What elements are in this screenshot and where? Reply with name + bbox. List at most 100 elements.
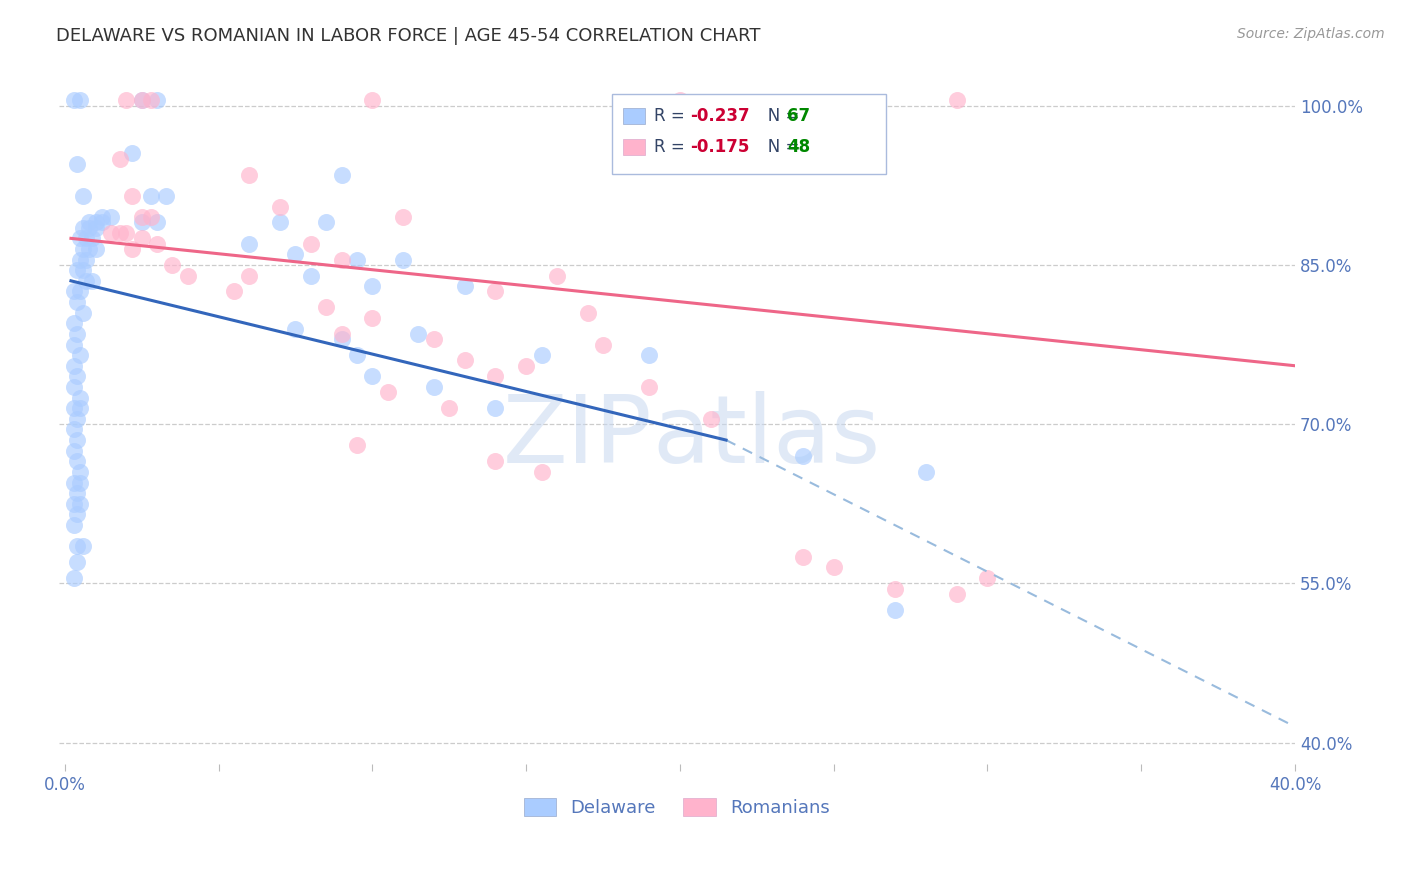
Point <box>392 252 415 267</box>
Point <box>139 189 162 203</box>
Point <box>792 549 814 564</box>
Point <box>915 465 938 479</box>
Point <box>121 189 143 203</box>
Point <box>346 348 368 362</box>
Point <box>63 94 86 108</box>
Point <box>63 571 86 585</box>
Point <box>63 518 86 533</box>
Point <box>284 321 307 335</box>
Point <box>72 539 94 553</box>
Point <box>177 268 200 283</box>
Point <box>330 168 353 182</box>
Point <box>484 285 506 299</box>
Point <box>84 242 107 256</box>
Point <box>484 454 506 468</box>
Point <box>238 268 260 283</box>
Point <box>63 443 86 458</box>
Point <box>131 215 153 229</box>
Point <box>66 157 89 171</box>
Point <box>63 475 86 490</box>
Point <box>72 306 94 320</box>
Point <box>75 231 97 245</box>
Point <box>884 582 907 596</box>
Point <box>131 94 153 108</box>
Text: atlas: atlas <box>652 391 880 483</box>
Point <box>361 369 384 384</box>
Point <box>72 220 94 235</box>
Point <box>146 94 169 108</box>
Text: R =: R = <box>654 138 690 156</box>
Point <box>63 497 86 511</box>
Point <box>69 348 91 362</box>
Point <box>100 210 122 224</box>
Point <box>222 285 245 299</box>
Point <box>63 337 86 351</box>
Point <box>515 359 537 373</box>
Point <box>63 422 86 436</box>
Point <box>66 295 89 310</box>
Point <box>108 152 131 166</box>
Point <box>269 215 291 229</box>
Text: N =: N = <box>752 138 804 156</box>
Point <box>63 380 86 394</box>
Point <box>82 231 104 245</box>
Point <box>315 215 337 229</box>
Point <box>63 401 86 416</box>
Point <box>69 475 91 490</box>
Point <box>361 279 384 293</box>
Point <box>146 215 169 229</box>
Point <box>155 189 177 203</box>
Point <box>72 242 94 256</box>
Text: R =: R = <box>654 107 690 125</box>
Point <box>945 94 967 108</box>
Point <box>100 226 122 240</box>
Point <box>63 359 86 373</box>
Point <box>69 285 91 299</box>
Point <box>66 508 89 522</box>
Point <box>330 332 353 346</box>
Point <box>346 252 368 267</box>
Point <box>90 215 112 229</box>
Point <box>361 94 384 108</box>
Point <box>115 226 138 240</box>
Point <box>69 465 91 479</box>
Point <box>423 332 446 346</box>
Point <box>131 210 153 224</box>
Point <box>66 555 89 569</box>
Point <box>79 220 101 235</box>
Point <box>66 486 89 500</box>
Point <box>146 236 169 251</box>
Point <box>66 412 89 426</box>
Point <box>63 285 86 299</box>
Point <box>139 210 162 224</box>
Point <box>79 215 101 229</box>
Legend: Delaware, Romanians: Delaware, Romanians <box>516 790 837 824</box>
Point <box>699 412 721 426</box>
Text: 67: 67 <box>787 107 810 125</box>
Text: DELAWARE VS ROMANIAN IN LABOR FORCE | AGE 45-54 CORRELATION CHART: DELAWARE VS ROMANIAN IN LABOR FORCE | AG… <box>56 27 761 45</box>
Point <box>315 301 337 315</box>
Point <box>884 603 907 617</box>
Point <box>546 268 568 283</box>
Point <box>69 252 91 267</box>
Point <box>484 369 506 384</box>
Point <box>238 236 260 251</box>
Point <box>330 326 353 341</box>
Point <box>377 385 399 400</box>
Text: 48: 48 <box>787 138 810 156</box>
Point <box>63 316 86 330</box>
Text: -0.175: -0.175 <box>690 138 749 156</box>
Point <box>66 539 89 553</box>
Point <box>238 168 260 182</box>
Point <box>131 231 153 245</box>
Point <box>945 587 967 601</box>
Point <box>299 236 322 251</box>
Point <box>330 252 353 267</box>
Point <box>69 497 91 511</box>
Point <box>115 94 138 108</box>
Point <box>84 215 107 229</box>
Point <box>66 263 89 277</box>
Point <box>79 242 101 256</box>
Point <box>131 94 153 108</box>
Point <box>69 94 91 108</box>
